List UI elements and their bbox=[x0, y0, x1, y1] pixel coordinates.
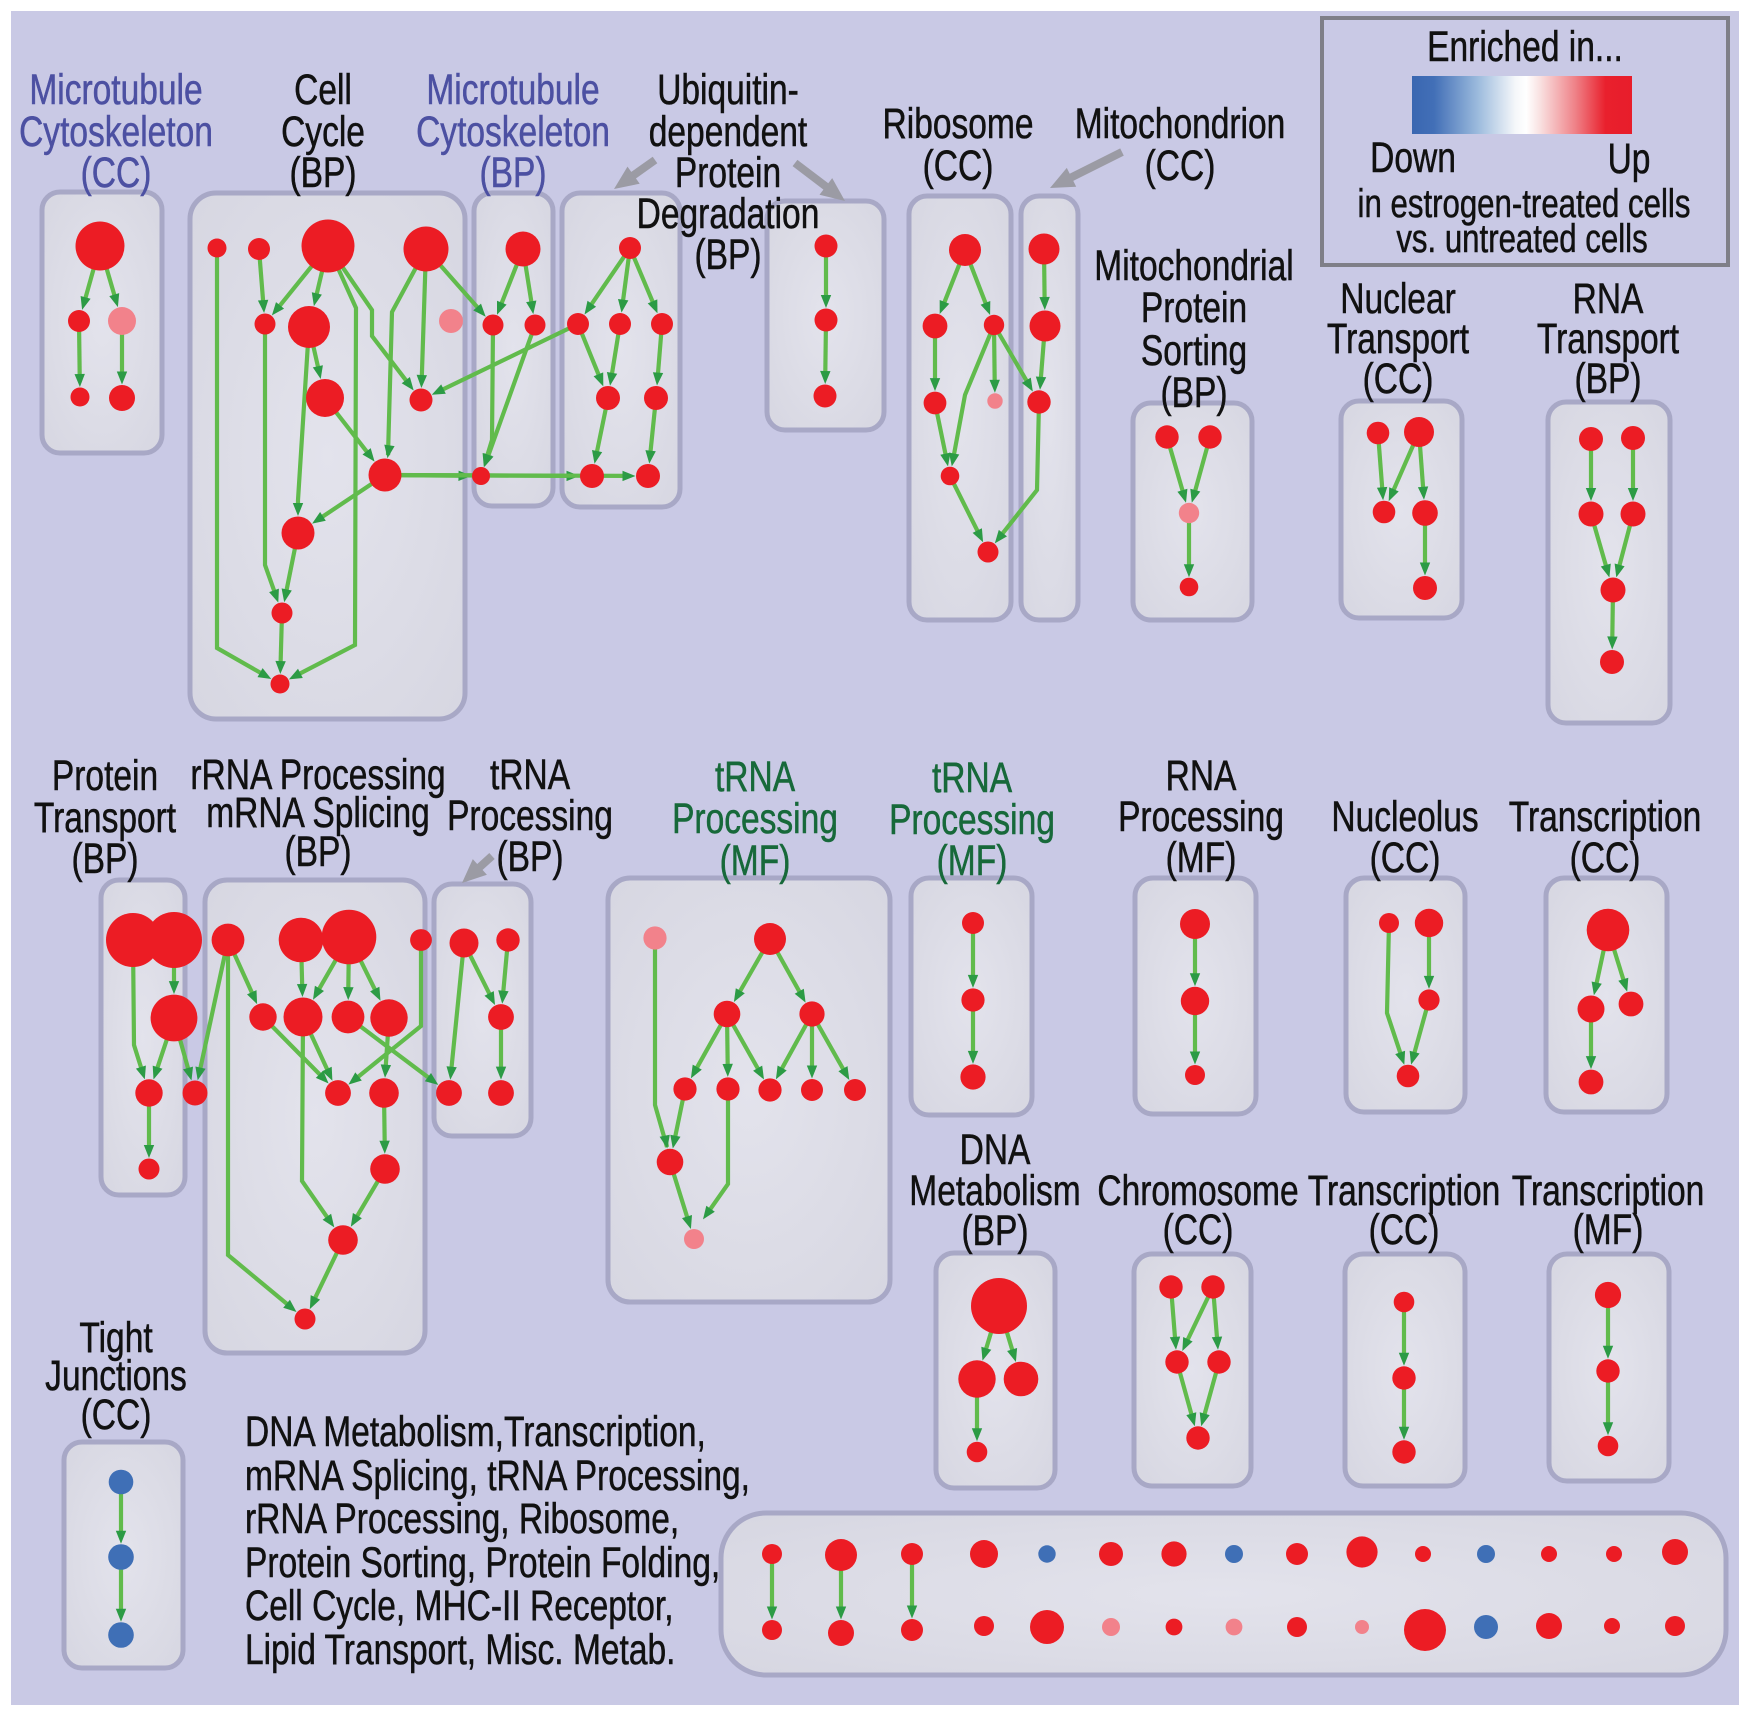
svg-text:Processing: Processing bbox=[1118, 793, 1284, 841]
svg-text:Cell: Cell bbox=[294, 66, 352, 114]
svg-text:Up: Up bbox=[1608, 135, 1651, 183]
svg-text:Protein: Protein bbox=[675, 149, 781, 197]
svg-text:RNA: RNA bbox=[1573, 275, 1644, 323]
svg-text:Nuclear: Nuclear bbox=[1340, 275, 1456, 323]
svg-text:(MF): (MF) bbox=[1166, 834, 1237, 882]
svg-text:tRNA: tRNA bbox=[490, 751, 570, 799]
svg-text:Processing: Processing bbox=[447, 792, 613, 840]
svg-text:Transport: Transport bbox=[34, 794, 176, 842]
svg-text:rRNA Processing: rRNA Processing bbox=[190, 751, 445, 799]
svg-text:(BP): (BP) bbox=[284, 828, 351, 876]
svg-text:Processing: Processing bbox=[672, 795, 838, 843]
svg-text:DNA: DNA bbox=[960, 1126, 1031, 1174]
svg-text:(MF): (MF) bbox=[1573, 1206, 1644, 1254]
svg-text:(CC): (CC) bbox=[1163, 1206, 1234, 1254]
svg-text:Enriched in...: Enriched in... bbox=[1427, 23, 1623, 71]
svg-text:in estrogen-treated cells: in estrogen-treated cells bbox=[1358, 181, 1691, 226]
svg-text:Transcription: Transcription bbox=[1509, 793, 1702, 841]
svg-text:Sorting: Sorting bbox=[1141, 327, 1247, 375]
svg-text:(BP): (BP) bbox=[71, 835, 138, 883]
svg-text:Microtubule: Microtubule bbox=[426, 66, 599, 114]
svg-text:Protein: Protein bbox=[52, 752, 158, 800]
svg-text:RNA: RNA bbox=[1166, 752, 1237, 800]
svg-text:Protein: Protein bbox=[1141, 284, 1247, 332]
svg-text:(CC): (CC) bbox=[81, 149, 152, 197]
svg-text:(BP): (BP) bbox=[1160, 369, 1227, 417]
svg-text:Microtubule: Microtubule bbox=[29, 66, 202, 114]
svg-text:Down: Down bbox=[1370, 134, 1456, 182]
svg-text:Processing: Processing bbox=[889, 796, 1055, 844]
svg-text:(CC): (CC) bbox=[1570, 834, 1641, 882]
svg-text:Nucleolus: Nucleolus bbox=[1331, 793, 1478, 841]
svg-text:Degradation: Degradation bbox=[637, 190, 820, 238]
svg-text:(BP): (BP) bbox=[479, 149, 546, 197]
svg-text:(CC): (CC) bbox=[1145, 142, 1216, 190]
svg-text:Protein Sorting, Protein Foldi: Protein Sorting, Protein Folding, bbox=[245, 1539, 720, 1587]
svg-text:Mitochondrial: Mitochondrial bbox=[1094, 242, 1293, 290]
svg-text:Cycle: Cycle bbox=[281, 108, 365, 156]
svg-text:tRNA: tRNA bbox=[715, 753, 795, 801]
svg-text:(MF): (MF) bbox=[937, 837, 1008, 885]
svg-text:Cytoskeleton: Cytoskeleton bbox=[416, 108, 610, 156]
svg-text:(CC): (CC) bbox=[81, 1391, 152, 1439]
svg-text:(BP): (BP) bbox=[1574, 355, 1641, 403]
svg-text:Transcription: Transcription bbox=[1512, 1167, 1705, 1215]
svg-text:Mitochondrion: Mitochondrion bbox=[1075, 100, 1286, 148]
svg-text:Junctions: Junctions bbox=[45, 1352, 187, 1400]
svg-text:Transcription: Transcription bbox=[1308, 1167, 1501, 1215]
svg-text:DNA Metabolism,Transcription,: DNA Metabolism,Transcription, bbox=[245, 1408, 706, 1456]
svg-text:(BP): (BP) bbox=[289, 149, 356, 197]
svg-text:vs. untreated cells: vs. untreated cells bbox=[1396, 216, 1647, 261]
svg-text:(BP): (BP) bbox=[961, 1207, 1028, 1255]
svg-text:Metabolism: Metabolism bbox=[909, 1167, 1080, 1215]
svg-text:Lipid Transport, Misc. Metab.: Lipid Transport, Misc. Metab. bbox=[245, 1626, 675, 1674]
svg-text:dependent: dependent bbox=[649, 108, 808, 156]
svg-text:Transport: Transport bbox=[1537, 315, 1679, 363]
svg-text:(CC): (CC) bbox=[923, 142, 994, 190]
svg-text:(CC): (CC) bbox=[1363, 355, 1434, 403]
svg-text:mRNA Splicing: mRNA Splicing bbox=[206, 789, 430, 837]
svg-text:Cytoskeleton: Cytoskeleton bbox=[19, 108, 213, 156]
svg-text:tRNA: tRNA bbox=[932, 754, 1012, 802]
svg-text:Chromosome: Chromosome bbox=[1097, 1167, 1298, 1215]
svg-text:(BP): (BP) bbox=[694, 231, 761, 279]
svg-text:Cell Cycle, MHC-II Receptor,: Cell Cycle, MHC-II Receptor, bbox=[245, 1582, 674, 1630]
svg-text:Transport: Transport bbox=[1327, 315, 1469, 363]
svg-text:(MF): (MF) bbox=[720, 837, 791, 885]
svg-text:Tight: Tight bbox=[79, 1314, 153, 1362]
svg-text:Ubiquitin-: Ubiquitin- bbox=[657, 66, 799, 114]
svg-text:mRNA Splicing, tRNA Processing: mRNA Splicing, tRNA Processing, bbox=[245, 1452, 750, 1500]
svg-text:(CC): (CC) bbox=[1369, 1206, 1440, 1254]
svg-text:(CC): (CC) bbox=[1370, 834, 1441, 882]
svg-text:Ribosome: Ribosome bbox=[883, 100, 1034, 148]
svg-text:(BP): (BP) bbox=[496, 833, 563, 881]
svg-text:rRNA Processing, Ribosome,: rRNA Processing, Ribosome, bbox=[245, 1495, 679, 1543]
